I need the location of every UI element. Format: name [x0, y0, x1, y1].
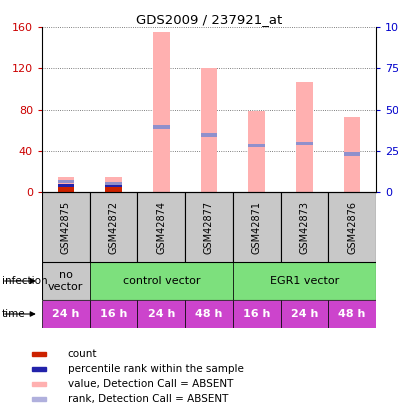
Text: GSM42876: GSM42876: [347, 200, 357, 254]
Text: 48 h: 48 h: [195, 309, 223, 319]
Text: 16 h: 16 h: [100, 309, 127, 319]
Text: GSM42875: GSM42875: [61, 200, 71, 254]
Text: GSM42874: GSM42874: [156, 200, 166, 254]
Bar: [281, 192, 328, 262]
Bar: [42, 262, 90, 300]
Text: count: count: [68, 349, 97, 359]
Bar: [32, 367, 46, 371]
Bar: [296, 82, 313, 192]
Bar: [201, 68, 217, 192]
Bar: [248, 111, 265, 192]
Text: 24 h: 24 h: [148, 309, 175, 319]
Bar: [344, 152, 361, 156]
Title: GDS2009 / 237921_at: GDS2009 / 237921_at: [136, 13, 282, 26]
Text: control vector: control vector: [123, 276, 200, 286]
Bar: [281, 300, 328, 328]
Bar: [105, 187, 122, 192]
Text: EGR1 vector: EGR1 vector: [270, 276, 339, 286]
Text: GSM42871: GSM42871: [252, 200, 262, 254]
Bar: [32, 382, 46, 386]
Bar: [57, 187, 74, 192]
Bar: [32, 397, 46, 401]
Bar: [90, 300, 137, 328]
Bar: [42, 300, 90, 328]
Text: time: time: [2, 309, 25, 319]
Bar: [233, 300, 281, 328]
Bar: [42, 192, 90, 262]
Bar: [344, 117, 361, 192]
Bar: [185, 192, 233, 262]
Bar: [32, 352, 46, 356]
Text: 16 h: 16 h: [243, 309, 270, 319]
Text: GSM42872: GSM42872: [109, 200, 119, 254]
Bar: [328, 300, 376, 328]
Bar: [185, 300, 233, 328]
Text: GSM42877: GSM42877: [204, 200, 214, 254]
Text: infection: infection: [2, 276, 48, 286]
Text: GSM42873: GSM42873: [299, 200, 309, 254]
Text: 24 h: 24 h: [52, 309, 80, 319]
Text: 48 h: 48 h: [338, 309, 366, 319]
Bar: [57, 177, 74, 192]
Bar: [233, 262, 376, 300]
Text: value, Detection Call = ABSENT: value, Detection Call = ABSENT: [68, 379, 233, 389]
Bar: [233, 192, 281, 262]
Bar: [105, 182, 122, 185]
Bar: [137, 192, 185, 262]
Bar: [57, 180, 74, 183]
Bar: [328, 192, 376, 262]
Text: percentile rank within the sample: percentile rank within the sample: [68, 364, 244, 374]
Bar: [90, 192, 137, 262]
Bar: [137, 300, 185, 328]
Text: 24 h: 24 h: [291, 309, 318, 319]
Bar: [105, 177, 122, 192]
Text: no
vector: no vector: [48, 270, 84, 292]
Bar: [201, 134, 217, 137]
Bar: [296, 142, 313, 145]
Text: rank, Detection Call = ABSENT: rank, Detection Call = ABSENT: [68, 394, 228, 404]
Bar: [105, 185, 122, 187]
Bar: [57, 184, 74, 187]
Bar: [153, 125, 170, 129]
Bar: [248, 144, 265, 147]
Bar: [153, 32, 170, 192]
Bar: [90, 262, 233, 300]
